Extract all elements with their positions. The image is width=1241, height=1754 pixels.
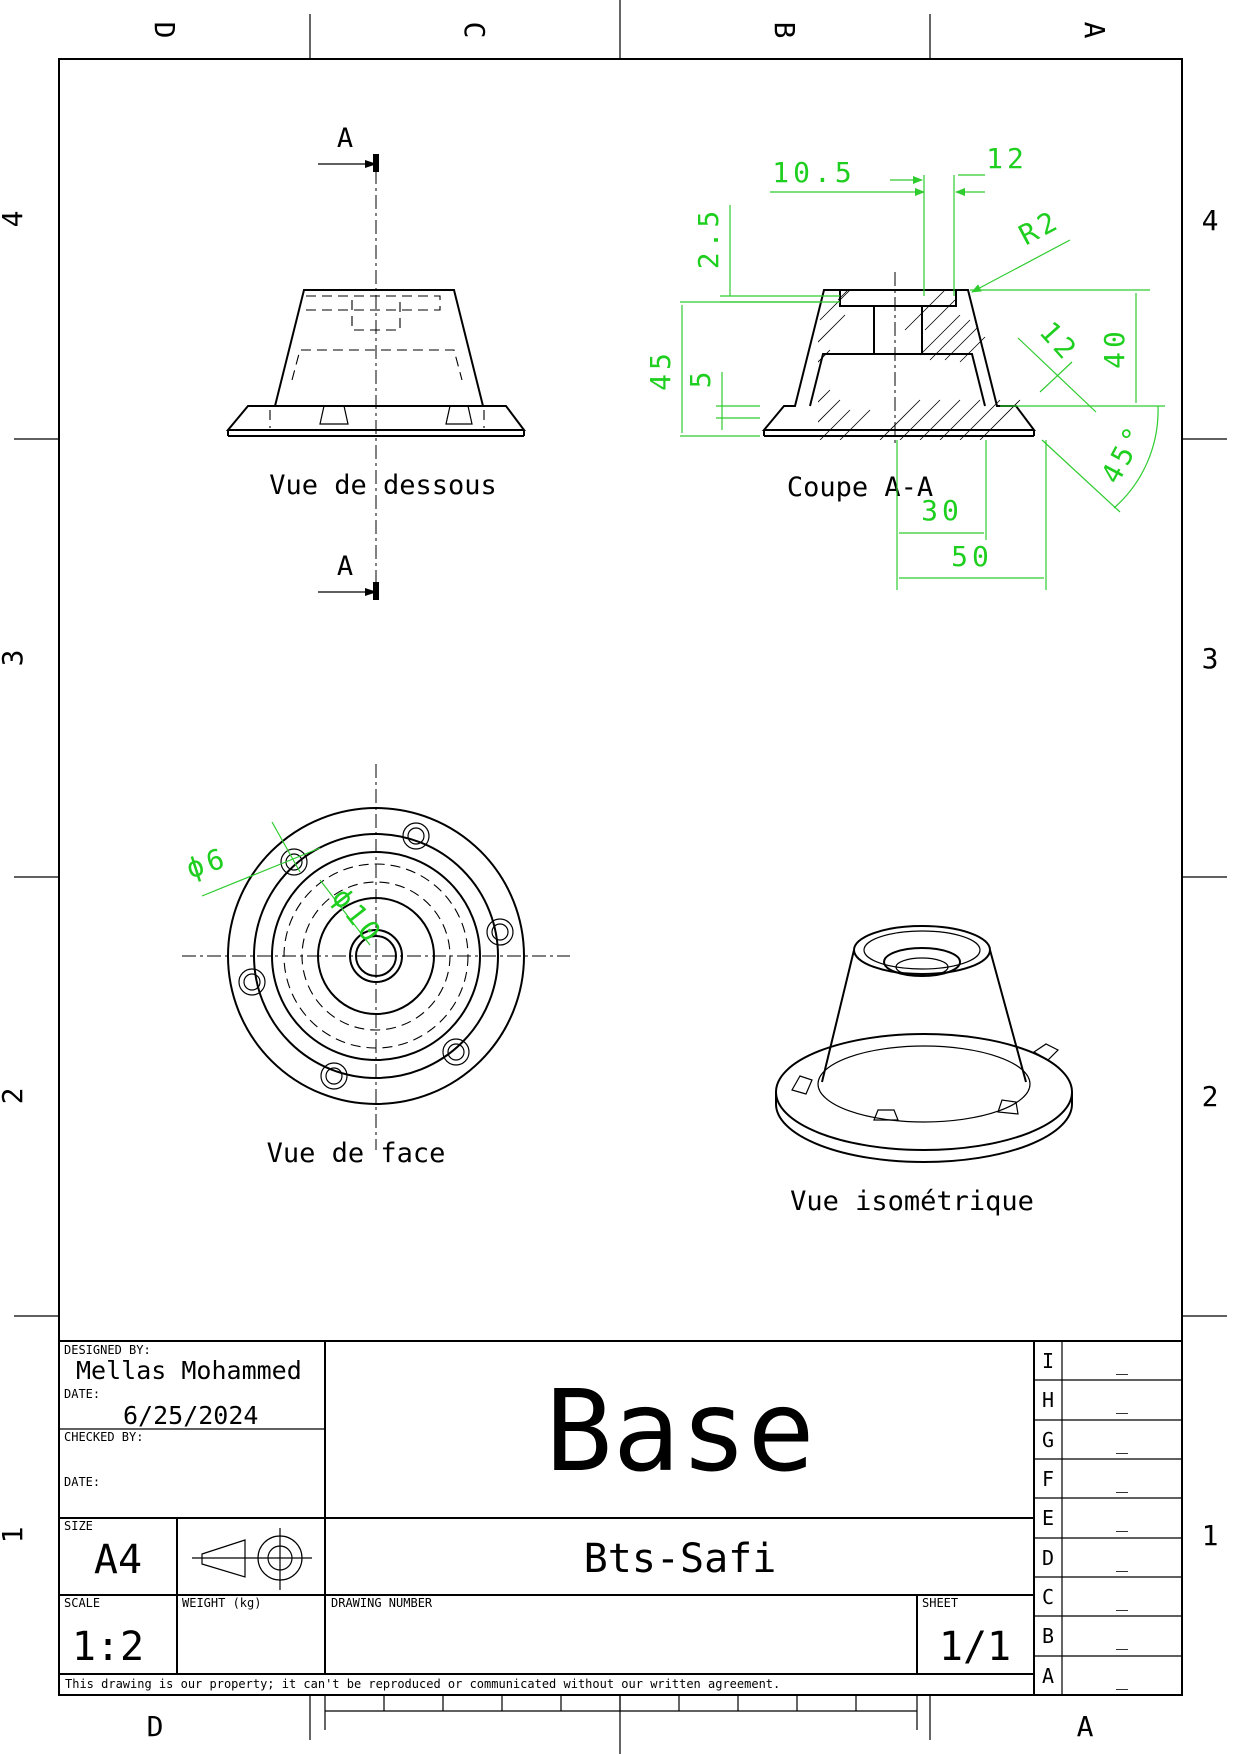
title: Base	[545, 1367, 815, 1497]
dim-2-5: 2.5	[692, 207, 725, 270]
dim-40: 40	[1098, 327, 1131, 369]
front-view	[182, 764, 570, 1150]
sheet: 1/1	[939, 1624, 1011, 1670]
revision-value: _	[1116, 1666, 1129, 1690]
dim-phi6: ϕ6	[182, 841, 232, 885]
bottom-view	[225, 154, 526, 600]
weight-label: WEIGHT (kg)	[182, 1596, 261, 1610]
revision-letter: I	[1042, 1349, 1054, 1373]
dim-45: 45	[644, 349, 677, 391]
label-front-view: Vue de face	[267, 1138, 446, 1169]
revision-value: _	[1116, 1430, 1129, 1454]
label-section-view: Coupe A-A	[787, 472, 933, 503]
zone-right-3: 3	[1202, 642, 1219, 675]
zone-bottom-d: D	[147, 1710, 164, 1743]
isometric-view	[775, 925, 1073, 1163]
dim-50: 50	[951, 540, 993, 573]
section-mark-bottom: A	[337, 551, 353, 582]
drawing-number-label: DRAWING NUMBER	[331, 1596, 433, 1610]
revision-value: _	[1116, 1469, 1129, 1493]
dim-10-5: 10.5	[772, 156, 855, 189]
zone-top-b: B	[768, 22, 801, 39]
date-label: DATE:	[64, 1387, 100, 1401]
notice: This drawing is our property; it can't b…	[65, 1677, 780, 1691]
checked-by-label: CHECKED BY:	[64, 1430, 143, 1444]
revision-letter: A	[1042, 1664, 1054, 1688]
dim-5: 5	[684, 368, 717, 389]
zone-right-2: 2	[1202, 1080, 1219, 1113]
section-mark-top: A	[337, 123, 353, 154]
dim-45-deg: 45°	[1094, 418, 1153, 489]
label-iso-view: Vue isométrique	[790, 1186, 1034, 1217]
date2-label: DATE:	[64, 1475, 100, 1489]
zone-top-c: C	[458, 22, 491, 39]
label-bottom-view: Vue de dessous	[269, 470, 497, 501]
date: 6/25/2024	[123, 1401, 258, 1430]
revision-letter: B	[1042, 1624, 1054, 1648]
revision-value: _	[1116, 1626, 1129, 1650]
revision-table	[1033, 1340, 1183, 1696]
zone-right-1: 1	[1202, 1519, 1219, 1552]
size-label: SIZE	[64, 1519, 93, 1533]
dim-30: 30	[921, 494, 963, 527]
revision-value: _	[1116, 1587, 1129, 1611]
zone-left-2: 2	[0, 1088, 29, 1105]
scale: 1:2	[72, 1624, 144, 1670]
zone-left-4: 4	[0, 211, 29, 228]
zone-left-3: 3	[0, 650, 29, 667]
zone-bottom-a: A	[1077, 1710, 1094, 1743]
section-dimensions	[680, 174, 1165, 590]
section-view	[761, 272, 1036, 446]
designed-by: Mellas Mohammed	[76, 1356, 302, 1385]
zone-left-1: 1	[0, 1527, 29, 1544]
revision-letter: C	[1042, 1585, 1054, 1609]
revision-value: _	[1116, 1390, 1129, 1414]
revision-letter: F	[1042, 1467, 1054, 1491]
revision-value: _	[1116, 1548, 1129, 1572]
zone-right-4: 4	[1202, 204, 1219, 237]
dim-12: 12	[986, 142, 1028, 175]
company: Bts-Safi	[584, 1536, 777, 1582]
scale-label: SCALE	[64, 1596, 100, 1610]
designed-by-label: DESIGNED BY:	[64, 1343, 151, 1357]
revision-letter: G	[1042, 1428, 1054, 1452]
revision-value: _	[1116, 1351, 1129, 1375]
zone-top-a: A	[1078, 22, 1111, 39]
dim-r2: R2	[1013, 203, 1065, 252]
sheet-label: SHEET	[922, 1596, 958, 1610]
revision-letter: H	[1042, 1388, 1054, 1412]
zone-top-d: D	[148, 22, 181, 39]
revision-value: _	[1116, 1508, 1129, 1532]
revision-letter: E	[1042, 1506, 1054, 1530]
revision-letter: D	[1042, 1546, 1054, 1570]
size: A4	[94, 1537, 142, 1583]
